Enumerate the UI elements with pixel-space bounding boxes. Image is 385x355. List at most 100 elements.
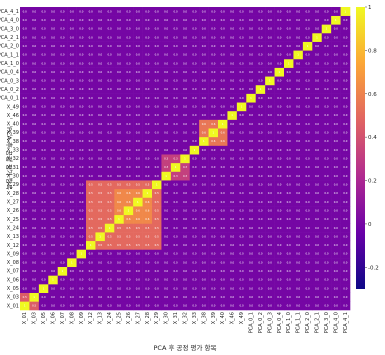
heatmap-cell (284, 24, 294, 34)
heatmap-cell (133, 266, 143, 276)
heatmap-cell (48, 128, 59, 138)
heatmap-cell (218, 154, 228, 164)
heatmap-cell (199, 41, 209, 51)
heatmap-cell (161, 58, 172, 68)
heatmap-cell-value: 0.0 (211, 53, 215, 57)
heatmap-cell (284, 197, 294, 207)
x-tick-label: X_39 (211, 312, 217, 324)
heatmap-cell (340, 292, 351, 302)
heatmap-cell-value: 0.0 (306, 269, 310, 273)
heatmap-cell (199, 292, 209, 302)
heatmap-cell (76, 102, 87, 112)
heatmap-cell (199, 58, 209, 68)
heatmap-cell-value: 0.0 (164, 208, 168, 212)
heatmap-cell (48, 110, 59, 120)
heatmap-cell (189, 232, 200, 242)
heatmap-cell (38, 197, 49, 207)
heatmap-cell-value: 0.0 (240, 217, 244, 221)
heatmap-cell (331, 275, 341, 285)
heatmap-cell-value: 0.0 (277, 87, 281, 91)
heatmap-cell-value: 0.0 (98, 122, 102, 126)
heatmap-cell-value: 0.0 (79, 9, 83, 13)
heatmap-cell-value: 0.0 (23, 252, 27, 256)
heatmap-cell (104, 258, 115, 268)
x-tick-label: PCA_1_1 (296, 312, 302, 333)
heatmap-cell (199, 258, 209, 268)
heatmap-cell-value: 0.0 (164, 87, 168, 91)
heatmap-cell (48, 214, 59, 224)
heatmap-cell (76, 32, 87, 42)
heatmap-cell-value: 0.0 (164, 200, 168, 204)
heatmap-cell (104, 171, 115, 181)
heatmap-cell-value: 0.0 (343, 61, 347, 65)
heatmap-cell-value: 0.0 (287, 53, 291, 57)
heatmap-cell-value: 0.0 (70, 70, 74, 74)
heatmap-cell (161, 50, 172, 60)
heatmap-cell (86, 50, 96, 60)
heatmap-cell-value: 0.0 (315, 18, 319, 22)
y-tick-label: X_25 (7, 217, 19, 223)
heatmap-cell (293, 180, 304, 190)
heatmap-cell-value: 0.0 (108, 122, 112, 126)
heatmap-cell (123, 188, 134, 198)
heatmap-cell (57, 197, 68, 207)
heatmap-cell (293, 214, 304, 224)
heatmap-cell-value: 0.0 (32, 269, 36, 273)
heatmap-cell (76, 110, 87, 120)
heatmap-cell (274, 240, 285, 250)
heatmap-cell-value: 0.0 (136, 304, 140, 308)
heatmap-cell-value: 0.0 (192, 131, 196, 135)
heatmap-cell-value: 0.0 (268, 252, 272, 256)
heatmap-cell-value: 1 (71, 260, 73, 264)
heatmap-cell (302, 32, 313, 42)
heatmap-cell (265, 180, 275, 190)
heatmap-cell-value: 0.0 (42, 252, 46, 256)
heatmap-cell-value: 0.0 (211, 243, 215, 247)
heatmap-cell-value: 0.0 (79, 122, 83, 126)
heatmap-cell-value: 0.0 (23, 234, 27, 238)
heatmap-cell (284, 76, 294, 86)
heatmap-cell-value: 0.0 (155, 174, 159, 178)
heatmap-cell (246, 214, 257, 224)
heatmap-cell (170, 249, 181, 259)
heatmap-cell-value: 0.0 (60, 139, 64, 143)
heatmap-cell-value: 1 (278, 70, 280, 74)
heatmap-cell (340, 24, 351, 34)
heatmap-cell-value: 0.0 (287, 286, 291, 290)
heatmap-cell-value: 0.0 (70, 191, 74, 195)
heatmap-cell (48, 7, 59, 16)
heatmap-cell-value: 0.0 (230, 286, 234, 290)
heatmap-cell (208, 7, 219, 16)
heatmap-cell (104, 145, 115, 155)
heatmap-cell (38, 67, 49, 77)
heatmap-cell (86, 24, 96, 34)
heatmap-cell-value: 0.0 (183, 113, 187, 117)
heatmap-cell-value: 0.5 (117, 226, 121, 230)
heatmap-cell-value: 0.0 (145, 113, 149, 117)
heatmap-cell (321, 50, 332, 60)
heatmap-cell (208, 301, 219, 311)
heatmap-cell (208, 58, 219, 68)
heatmap-cell (152, 41, 162, 51)
heatmap-cell (227, 266, 238, 276)
heatmap-cell-value: 0.0 (268, 295, 272, 299)
heatmap-cell-value: 0.0 (23, 96, 27, 100)
heatmap-cell-value: 0.0 (296, 122, 300, 126)
heatmap-cell-value: 0.0 (164, 53, 168, 57)
heatmap-cell (218, 110, 228, 120)
heatmap-cell (293, 128, 304, 138)
heatmap-cell-value: 0.0 (183, 243, 187, 247)
heatmap-cell-value: 1 (231, 113, 233, 117)
heatmap-cell (142, 119, 153, 129)
heatmap-cell-value: 0.0 (126, 139, 130, 143)
heatmap-cell-value: 0.0 (277, 208, 281, 212)
heatmap-cell-value: 0.0 (202, 295, 206, 299)
heatmap-cell-value: 0.0 (315, 61, 319, 65)
heatmap-cell-value: 0.0 (174, 304, 178, 308)
heatmap-cell-value: 0.0 (221, 208, 225, 212)
heatmap-cell-value: 0.5 (117, 243, 121, 247)
heatmap-cell-value: 0.0 (230, 27, 234, 31)
heatmap-cell-value: 0.0 (32, 208, 36, 212)
heatmap-cell (199, 266, 209, 276)
heatmap-cell-value: 0.0 (145, 252, 149, 256)
